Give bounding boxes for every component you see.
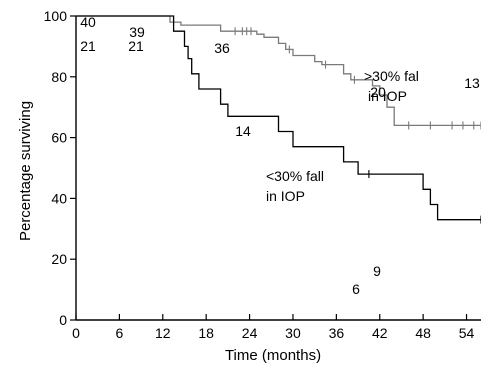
x-tick-label-18: 18 bbox=[198, 325, 214, 341]
x-tick-label-0: 0 bbox=[72, 325, 80, 341]
y-axis-title: Percentage surviving bbox=[17, 101, 34, 241]
at-risk-label-gt30-3: 20 bbox=[370, 84, 386, 100]
axes: 0 20 40 60 80 100 0 6 12 18 24 30 36 42 48 54 bbox=[44, 8, 481, 341]
at-risk-label-lt30-2: 14 bbox=[235, 123, 251, 139]
series-line-lt30 bbox=[76, 15, 481, 221]
at-risk-label-gt30-0: 40 bbox=[80, 14, 96, 30]
x-tick-label-12: 12 bbox=[155, 325, 171, 341]
x-tick-label-42: 42 bbox=[372, 325, 388, 341]
y-tick-label-40: 40 bbox=[51, 190, 67, 206]
x-tick-label-30: 30 bbox=[285, 325, 301, 341]
y-tick-label-80: 80 bbox=[51, 69, 67, 85]
series-label-lt30-line-0: <30% fall bbox=[266, 168, 324, 184]
y-tick-label-0: 0 bbox=[59, 312, 67, 328]
at-risk-label-lt30-1: 21 bbox=[128, 38, 144, 54]
y-tick-label-60: 60 bbox=[51, 130, 67, 146]
x-tick-label-36: 36 bbox=[329, 325, 345, 341]
series-line-gt30 bbox=[76, 15, 481, 127]
survival-curves bbox=[76, 15, 481, 224]
at-risk-label-gt30-4: 13 bbox=[464, 75, 480, 91]
at-risk-label-lt30-0: 21 bbox=[80, 38, 96, 54]
x-tick-label-54: 54 bbox=[459, 325, 475, 341]
x-tick-label-48: 48 bbox=[415, 325, 431, 341]
series-label-lt30-line-1: in IOP bbox=[266, 188, 305, 204]
at-risk-label-gt30-2: 36 bbox=[214, 40, 230, 56]
at-risk-label-gt30-1: 39 bbox=[129, 24, 145, 40]
x-axis-title: Time (months) bbox=[225, 347, 321, 364]
x-tick-label-24: 24 bbox=[242, 325, 258, 341]
at-risk-label-lt30-4: 6 bbox=[352, 281, 360, 297]
x-tick-label-6: 6 bbox=[115, 325, 123, 341]
y-tick-label-20: 20 bbox=[51, 251, 67, 267]
at-risk-label-lt30-3: 9 bbox=[373, 263, 381, 279]
series-label-gt30-line-0: >30% fal bbox=[364, 68, 419, 84]
series-label-gt30-line-1: in IOP bbox=[368, 88, 407, 104]
y-tick-label-100: 100 bbox=[44, 8, 68, 24]
annotations: 40 39 36 20 13 >30% fal in IOP 21 21 14 96 <30% fal… bbox=[80, 14, 480, 297]
